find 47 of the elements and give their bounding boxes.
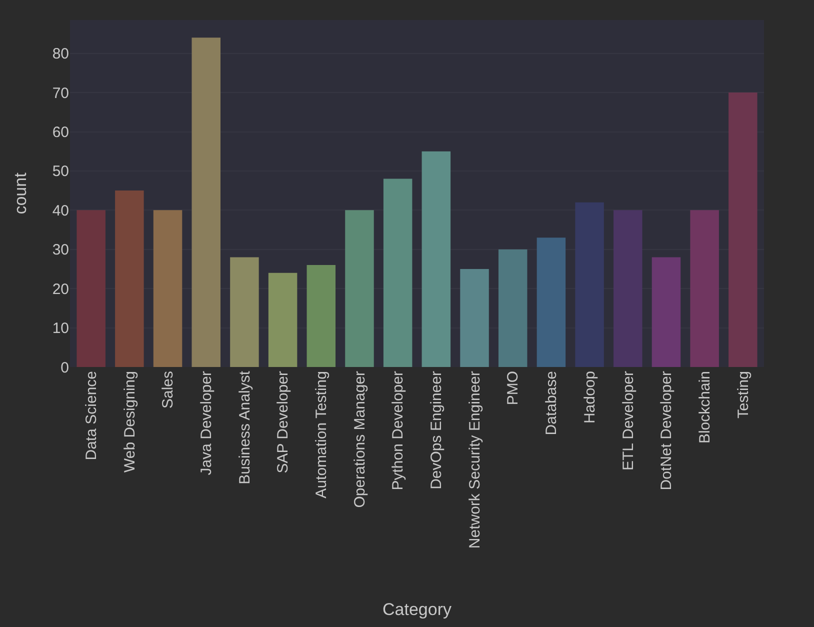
x-tick-label: ETL Developer (620, 371, 637, 470)
bar (230, 257, 259, 367)
bar (614, 210, 642, 367)
x-tick-label: DotNet Developer (658, 371, 676, 490)
bar (306, 265, 336, 367)
x-tick-label: Network Security Engineer (466, 371, 484, 549)
bar (575, 202, 604, 367)
x-tick-label: Hadoop (581, 371, 598, 424)
x-tick-label: Blockchain (696, 371, 714, 444)
y-tick-label: 40 (52, 202, 69, 220)
bar (422, 151, 451, 367)
x-tick-label: DevOps Engineer (428, 371, 446, 490)
x-tick-label: Python Developer (390, 371, 407, 490)
bar (268, 272, 298, 367)
y-tick-label: 50 (52, 163, 69, 180)
x-tick-label: Web Designing (121, 371, 138, 472)
x-tick-label: Sales (160, 371, 177, 409)
y-tick-label: 60 (52, 124, 69, 141)
bar (536, 238, 566, 367)
bar (76, 210, 106, 367)
x-tick-label: Testing (734, 371, 752, 419)
x-tick-label: Java Developer (198, 371, 215, 476)
x-axis-title: Category (382, 600, 452, 619)
bar (345, 210, 374, 367)
y-axis-title: count (11, 172, 30, 214)
x-tick-label: Operations Manager (351, 371, 368, 508)
x-tick-label: Automation Testing (313, 371, 330, 498)
bar (690, 210, 719, 367)
bar (192, 38, 220, 367)
y-tick-label: 80 (52, 46, 69, 63)
y-tick-label: 30 (52, 242, 69, 259)
y-tick-label: 70 (52, 84, 69, 102)
x-tick-label: Business Analyst (236, 370, 254, 484)
bar (383, 178, 412, 367)
bar (460, 268, 489, 367)
bar (153, 210, 182, 367)
bar (498, 249, 528, 367)
x-tick-label: SAP Developer (274, 371, 292, 474)
x-tick-label: PMO (504, 371, 522, 406)
y-tick-label: 10 (52, 320, 69, 338)
y-tick-label: 0 (60, 359, 69, 376)
bar (728, 92, 758, 367)
x-tick-label: Database (543, 371, 560, 436)
y-tick-label: 20 (52, 280, 69, 298)
bar (652, 257, 681, 367)
x-tick-label: Data Science (82, 371, 100, 460)
bar (115, 190, 144, 367)
